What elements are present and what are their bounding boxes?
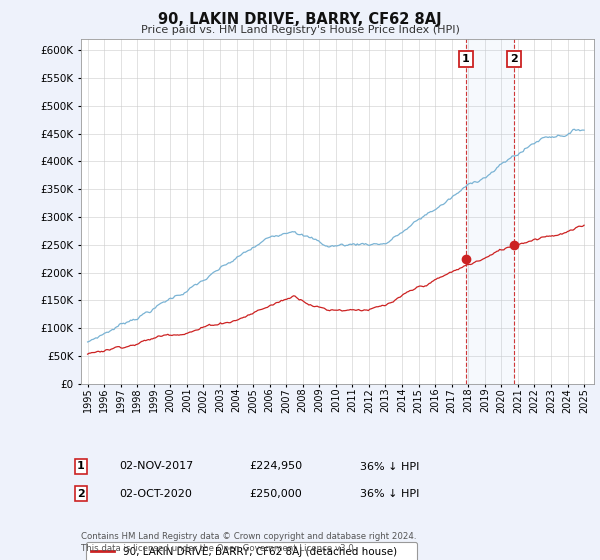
Text: 2: 2	[77, 489, 85, 499]
Legend: 90, LAKIN DRIVE, BARRY, CF62 8AJ (detached house), HPI: Average price, detached : 90, LAKIN DRIVE, BARRY, CF62 8AJ (detach…	[86, 542, 418, 560]
Text: £224,950: £224,950	[249, 461, 302, 472]
Text: 02-NOV-2017: 02-NOV-2017	[119, 461, 193, 472]
Text: Price paid vs. HM Land Registry's House Price Index (HPI): Price paid vs. HM Land Registry's House …	[140, 25, 460, 35]
Text: 90, LAKIN DRIVE, BARRY, CF62 8AJ: 90, LAKIN DRIVE, BARRY, CF62 8AJ	[158, 12, 442, 27]
Text: 36% ↓ HPI: 36% ↓ HPI	[360, 489, 419, 499]
Text: 36% ↓ HPI: 36% ↓ HPI	[360, 461, 419, 472]
Text: 02-OCT-2020: 02-OCT-2020	[119, 489, 191, 499]
Text: 2: 2	[510, 54, 518, 64]
Text: Contains HM Land Registry data © Crown copyright and database right 2024.
This d: Contains HM Land Registry data © Crown c…	[81, 532, 416, 553]
Text: £250,000: £250,000	[249, 489, 302, 499]
Text: 1: 1	[462, 54, 469, 64]
Bar	[466, 39, 514, 384]
Text: 1: 1	[77, 461, 85, 472]
